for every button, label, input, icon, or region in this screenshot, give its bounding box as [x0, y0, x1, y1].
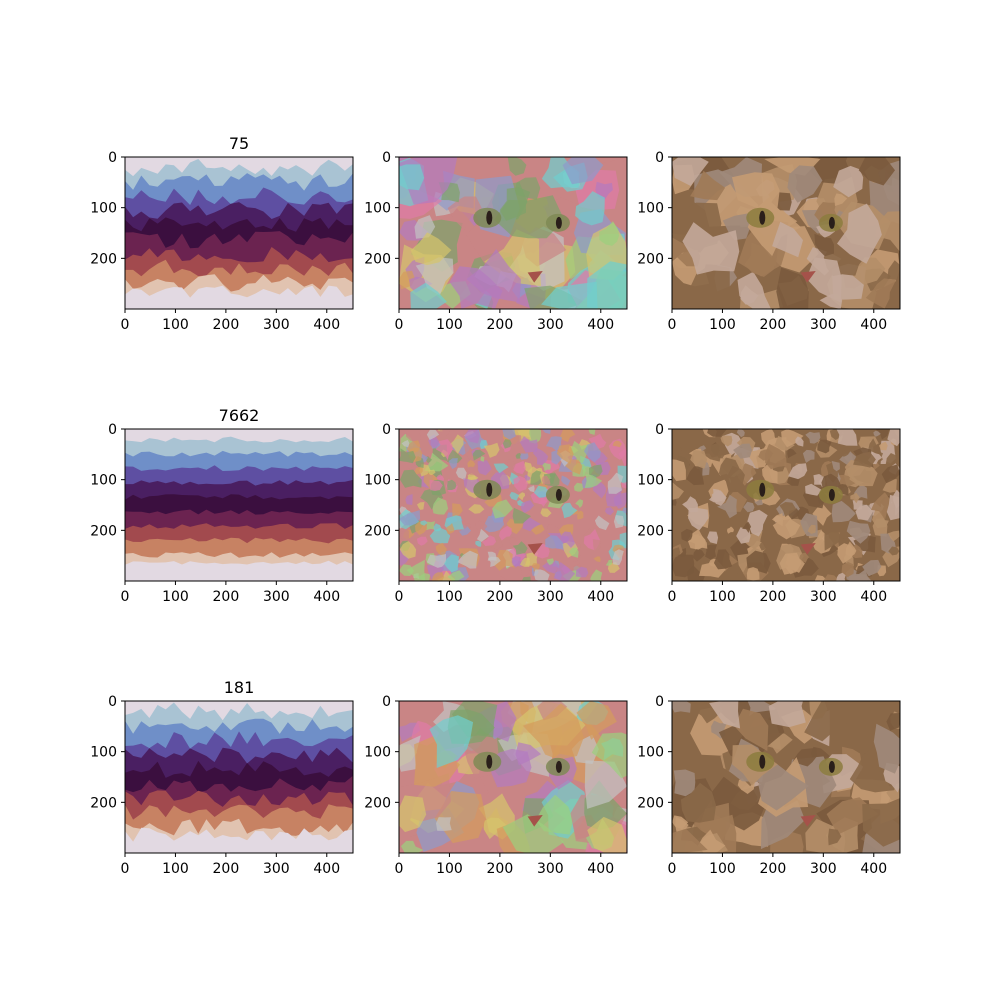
panel-r2-c3-xtick-label: 100: [709, 589, 736, 605]
panel-r3-c1-xtick-label: 100: [162, 861, 189, 877]
panel-r3-c3-xtick-label: 100: [709, 861, 736, 877]
panel-r2-c2-xtick-label: 100: [436, 589, 463, 605]
panel-r3-c1-xtick-label: 0: [121, 861, 130, 877]
row-2-title: 7662: [219, 406, 260, 425]
panel-r3-c2-xtick-label: 300: [537, 861, 564, 877]
panel-r1-c3-image: [672, 157, 900, 309]
panel-r3-c2-xtick-label: 200: [487, 861, 514, 877]
panel-r3-c3-segment-mean-color: 0 100 200 300 400 0 100 200: [637, 694, 901, 877]
panel-r2-c3-ytick-label: 0: [655, 422, 664, 438]
panel-r1-c1-xtick-label: 300: [263, 317, 290, 333]
panel-r3-c2-ytick-label: 200: [364, 795, 391, 811]
panel-r2-c1-xtick-label: 0: [121, 589, 130, 605]
panel-r2-c1-xtick-label: 300: [263, 589, 290, 605]
panel-r2-c2-ytick-label: 200: [364, 523, 391, 539]
panel-r1-c2-xtick-label: 100: [436, 317, 463, 333]
panel-r3-c1-xtick-label: 200: [213, 861, 240, 877]
panel-r3-c3-xtick-label: 300: [810, 861, 837, 877]
panel-r2-c2-xtick-label: 400: [587, 589, 614, 605]
panel-r1-c3-ytick-label: 200: [637, 251, 664, 267]
panel-r2-c1-xtick-label: 200: [213, 589, 240, 605]
panel-r2-c2-xtick-label: 300: [537, 589, 564, 605]
panel-r2-c3-xtick-label: 300: [810, 589, 837, 605]
panel-r2-c2-image: [399, 429, 627, 581]
panel-r2-c1-image: [125, 429, 353, 581]
panel-r3-c3-xtick-label: 200: [760, 861, 787, 877]
panel-r1-c3-xtick-label: 400: [860, 317, 887, 333]
panel-r1-c3-xtick-label: 0: [668, 317, 677, 333]
panel-r3-c3-xtick-label: 0: [668, 861, 677, 877]
panel-r3-c3-xtick-label: 400: [860, 861, 887, 877]
panel-r3-c1-xtick-label: 300: [263, 861, 290, 877]
panel-r1-c3-segment-mean-color: 0 100 200 300 400 0 100 200: [637, 150, 901, 333]
panel-r3-c2-segment-overlay: 0 100 200 300 400 0 100 200: [364, 694, 628, 877]
panel-r1-c1-segment-labels: 0 100 200 300 400 0 100 200 75: [90, 134, 354, 333]
panel-r3-c2-xtick-label: 0: [395, 861, 404, 877]
panel-r2-c1-xtick-label: 100: [162, 589, 189, 605]
panel-r2-c1-xtick-label: 400: [313, 589, 340, 605]
panel-r3-c2-ytick-label: 100: [364, 745, 391, 761]
panel-r2-c2-xtick-label: 200: [487, 589, 514, 605]
panel-r1-c1-xtick-label: 0: [121, 317, 130, 333]
panel-r2-c1-ytick-label: 200: [90, 523, 117, 539]
panel-r3-c2-xtick-label: 400: [587, 861, 614, 877]
panel-r1-c2-ytick-label: 100: [364, 201, 391, 217]
panel-r1-c1-xtick-label: 200: [213, 317, 240, 333]
panel-r1-c3-xtick-label: 100: [709, 317, 736, 333]
panel-r3-c1-xtick-label: 400: [313, 861, 340, 877]
panel-r1-c3-xtick-label: 300: [810, 317, 837, 333]
panel-r3-c3-ytick-label: 100: [637, 745, 664, 761]
panel-r1-c3-xtick-label: 200: [760, 317, 787, 333]
panel-r2-c1-segment-labels: 0 100 200 300 400 0 100 200 7662: [90, 406, 354, 605]
panel-r1-c2-image: [399, 157, 627, 309]
panel-r3-c3-ytick-label: 200: [637, 795, 664, 811]
panel-r3-c1-ytick-label: 0: [108, 694, 117, 710]
panel-r2-c1-ytick-label: 0: [108, 422, 117, 438]
panel-r2-c3-segment-mean-color: 0 100 200 300 400 0 100 200: [637, 422, 901, 605]
panel-r2-c2-ytick-label: 100: [364, 473, 391, 489]
panel-r2-c3-xtick-label: 200: [760, 589, 787, 605]
panel-r3-c1-segment-labels: 0 100 200 300 400 0 100 200 181: [90, 678, 354, 877]
panel-r2-c2-xtick-label: 0: [395, 589, 404, 605]
panel-r2-c2-ytick-label: 0: [382, 422, 391, 438]
subplot-grid: 0 100 200 300 400 0 100 200 75 0 100 200 300 400 0 100 2…: [90, 134, 901, 877]
panel-r2-c3-xtick-label: 400: [860, 589, 887, 605]
panel-r2-c3-ytick-label: 100: [637, 473, 664, 489]
panel-r1-c3-ytick-label: 0: [655, 150, 664, 166]
panel-r3-c1-image: [125, 701, 353, 853]
panel-r3-c3-image: [672, 701, 900, 853]
panel-r1-c1-ytick-label: 100: [90, 201, 117, 217]
panel-r3-c2-ytick-label: 0: [382, 694, 391, 710]
panel-r1-c1-ytick-label: 0: [108, 150, 117, 166]
panel-r1-c1-xtick-label: 100: [162, 317, 189, 333]
panel-r1-c2-segment-overlay: 0 100 200 300 400 0 100 200: [364, 150, 628, 333]
panel-r1-c2-xtick-label: 200: [487, 317, 514, 333]
panel-r1-c1-xtick-label: 400: [313, 317, 340, 333]
panel-r1-c3-ytick-label: 100: [637, 201, 664, 217]
panel-r3-c3-ytick-label: 0: [655, 694, 664, 710]
panel-r3-c1-ytick-label: 100: [90, 745, 117, 761]
panel-r2-c2-segment-overlay: 0 100 200 300 400 0 100 200: [364, 422, 628, 605]
panel-r3-c2-xtick-label: 100: [436, 861, 463, 877]
row-3-title: 181: [224, 678, 255, 697]
panel-r2-c3-ytick-label: 200: [637, 523, 664, 539]
panel-r3-c2-image: [399, 701, 627, 853]
panel-r1-c1-image: [125, 157, 353, 309]
row-1-title: 75: [229, 134, 249, 153]
panel-r1-c2-xtick-label: 400: [587, 317, 614, 333]
panel-r1-c2-xtick-label: 0: [395, 317, 404, 333]
panel-r1-c2-ytick-label: 0: [382, 150, 391, 166]
panel-r1-c2-ytick-label: 200: [364, 251, 391, 267]
panel-r1-c2-xtick-label: 300: [537, 317, 564, 333]
panel-r3-c1-ytick-label: 200: [90, 795, 117, 811]
panel-r1-c1-ytick-label: 200: [90, 251, 117, 267]
panel-r2-c3-xtick-label: 0: [668, 589, 677, 605]
panel-r2-c1-ytick-label: 100: [90, 473, 117, 489]
panel-r2-c3-image: [672, 429, 900, 581]
